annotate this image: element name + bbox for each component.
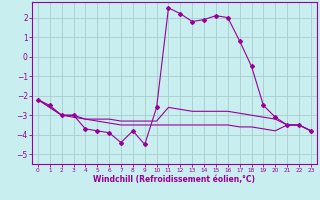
X-axis label: Windchill (Refroidissement éolien,°C): Windchill (Refroidissement éolien,°C)	[93, 175, 255, 184]
